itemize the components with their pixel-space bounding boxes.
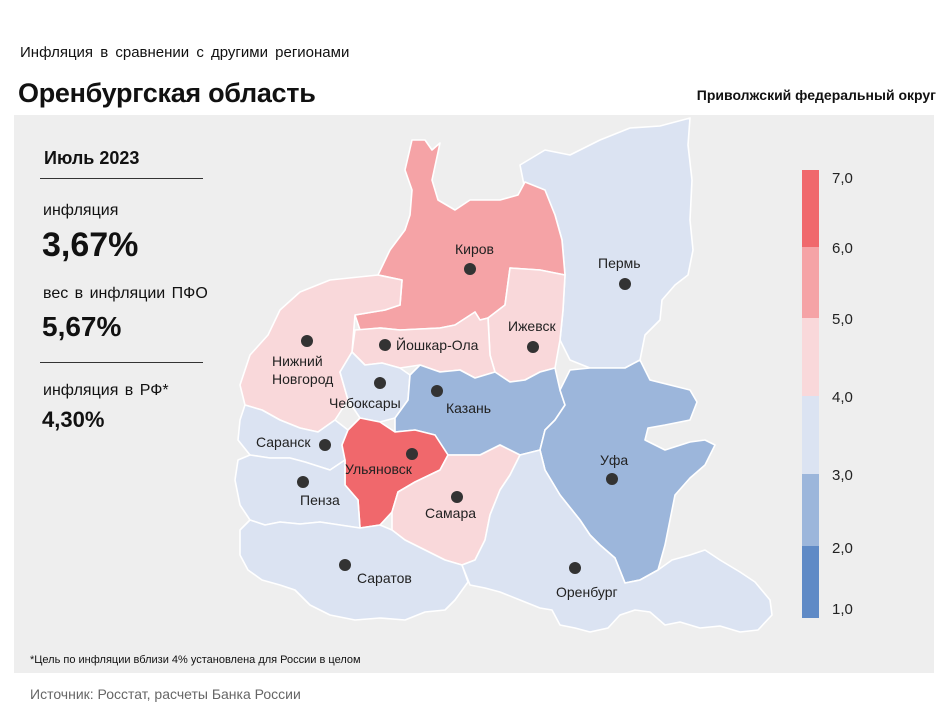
- city-label-ulyanovsk: Ульяновск: [345, 461, 413, 477]
- city-marker-cheboksary: [374, 377, 386, 389]
- city-marker-penza: [297, 476, 309, 488]
- city-marker-yoshkar-ola: [379, 339, 391, 351]
- legend-band-2: [802, 247, 819, 318]
- map-subtitle: Инфляция в сравнении с другими регионами: [20, 44, 350, 61]
- city-marker-perm: [619, 278, 631, 290]
- city-label-kazan: Казань: [446, 400, 491, 416]
- city-label-nizhny-line1: Нижний: [272, 353, 323, 369]
- legend-band-6: [802, 546, 819, 618]
- city-label-cheboksary: Чебоксары: [329, 395, 401, 411]
- city-label-orenburg: Оренбург: [556, 584, 618, 600]
- weight-value: 5,67%: [42, 311, 122, 342]
- city-label-ufa: Уфа: [600, 452, 628, 468]
- city-label-izhevsk: Ижевск: [508, 318, 556, 334]
- inflation-label: инфляция: [43, 202, 119, 219]
- legend-tick: 7,0: [832, 170, 853, 187]
- period-label: Июль 2023: [44, 148, 140, 168]
- legend-scale: [802, 170, 819, 618]
- legend-tick: 6,0: [832, 240, 853, 257]
- city-marker-ulyanovsk: [406, 448, 418, 460]
- city-marker-saratov: [339, 559, 351, 571]
- inflation-value: 3,67%: [42, 226, 139, 264]
- city-marker-orenburg: [569, 562, 581, 574]
- city-label-saransk: Саранск: [256, 434, 311, 450]
- city-label-yoshkar-ola: Йошкар-Ола: [396, 336, 479, 353]
- region-orenburg: [461, 449, 773, 633]
- district-label: Приволжский федеральный округ: [696, 87, 936, 103]
- city-markers: Киров Пермь Ижевск Йошкар-Ола Нижний Нов…: [256, 241, 641, 600]
- divider: [40, 178, 203, 179]
- city-marker-samara: [451, 491, 463, 503]
- legend-tick: 5,0: [832, 311, 853, 328]
- legend-tick: 2,0: [832, 540, 853, 557]
- city-marker-kirov: [464, 263, 476, 275]
- legend-band-3: [802, 318, 819, 396]
- city-marker-kazan: [431, 385, 443, 397]
- weight-label: вес в инфляции ПФО: [43, 285, 208, 302]
- source-note: Источник: Росстат, расчеты Банка России: [30, 686, 301, 702]
- legend-tick: 3,0: [832, 467, 853, 484]
- legend-band-5: [802, 474, 819, 546]
- legend-tick: 4,0: [832, 389, 853, 406]
- city-label-kirov: Киров: [455, 241, 494, 257]
- city-label-saratov: Саратов: [357, 570, 412, 586]
- city-marker-nizhny: [301, 335, 313, 347]
- legend-band-4: [802, 396, 819, 474]
- city-label-samara: Самара: [425, 505, 476, 521]
- city-label-perm: Пермь: [598, 255, 641, 271]
- city-label-penza: Пенза: [300, 492, 340, 508]
- legend-tick: 1,0: [832, 601, 853, 618]
- city-label-nizhny-line2: Новгород: [272, 371, 333, 387]
- region-penza: [234, 454, 361, 529]
- page-title: Оренбургская область: [18, 78, 316, 108]
- city-marker-ufa: [606, 473, 618, 485]
- divider: [40, 362, 203, 363]
- city-marker-izhevsk: [527, 341, 539, 353]
- city-marker-saransk: [319, 439, 331, 451]
- footnote: *Цель по инфляции вблизи 4% установлена …: [30, 654, 361, 666]
- rf-inflation-label: инфляция в РФ*: [43, 382, 169, 399]
- legend-band-1: [802, 170, 819, 247]
- rf-inflation-value: 4,30%: [42, 407, 105, 432]
